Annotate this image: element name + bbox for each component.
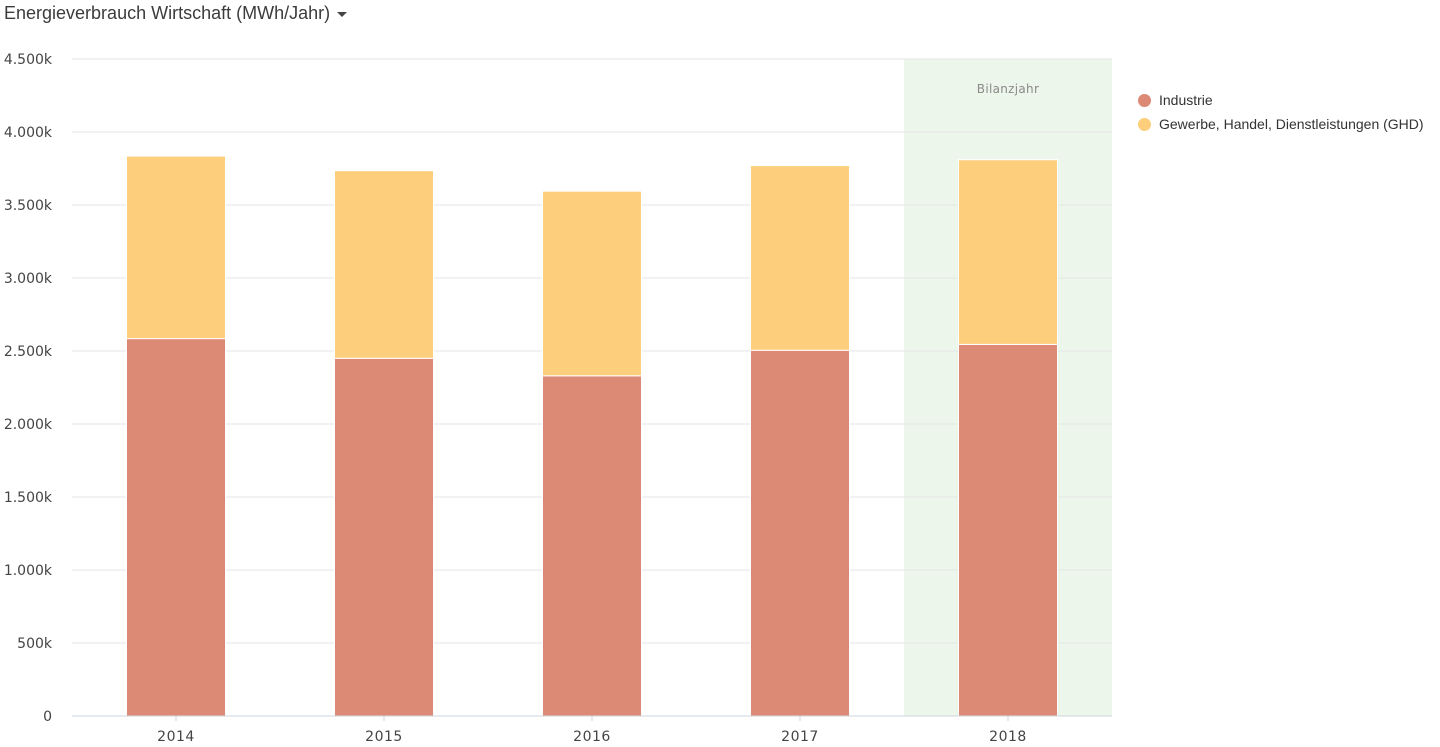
bar-ghd-2014 [126, 155, 226, 340]
bar-ghd-2017 [750, 165, 850, 351]
y-tick-label: 2.500k [4, 344, 53, 360]
y-tick-label: 3.500k [4, 198, 53, 214]
legend-item-industrie[interactable]: Industrie [1138, 88, 1424, 112]
highlight-band-label: Bilanzjahr [977, 82, 1039, 96]
chart-title-dropdown[interactable]: Energieverbrauch Wirtschaft (MWh/Jahr) [4, 0, 348, 26]
y-tick-label: 4.500k [4, 52, 53, 68]
legend-marker-ghd [1138, 117, 1151, 131]
bar-industrie-2015 [334, 357, 434, 717]
y-tick-label: 3.000k [4, 271, 53, 287]
legend-marker-industrie [1138, 93, 1151, 107]
bar-industrie-2017 [750, 349, 850, 717]
y-tick-label: 2.000k [4, 417, 53, 433]
chart-title: Energieverbrauch Wirtschaft (MWh/Jahr) [4, 2, 331, 23]
x-tick-label: 2015 [365, 729, 403, 745]
bar-industrie-2018 [958, 343, 1058, 717]
y-tick-label: 4.000k [4, 125, 53, 141]
legend-label-industrie: Industrie [1159, 92, 1213, 108]
legend-item-ghd[interactable]: Gewerbe, Handel, Dienstleistungen (GHD) [1138, 112, 1424, 136]
y-tick-label: 500k [17, 636, 53, 652]
legend: Industrie Gewerbe, Handel, Dienstleistun… [1138, 88, 1424, 136]
bar-industrie-2014 [126, 338, 226, 717]
x-tick-label: 2016 [573, 729, 611, 745]
x-tick-label: 2014 [157, 729, 195, 745]
y-tick-label: 1.500k [4, 490, 53, 506]
caret-down-icon[interactable] [337, 11, 348, 17]
bar-industrie-2016 [542, 375, 642, 717]
x-tick-label: 2018 [989, 729, 1027, 745]
x-tick-label: 2017 [781, 729, 819, 745]
y-tick-label: 0 [43, 709, 52, 725]
bar-ghd-2015 [334, 170, 434, 359]
legend-label-ghd: Gewerbe, Handel, Dienstleistungen (GHD) [1159, 116, 1424, 132]
bar-ghd-2016 [542, 190, 642, 377]
bar-ghd-2018 [958, 159, 1058, 345]
y-tick-label: 1.000k [4, 563, 53, 579]
